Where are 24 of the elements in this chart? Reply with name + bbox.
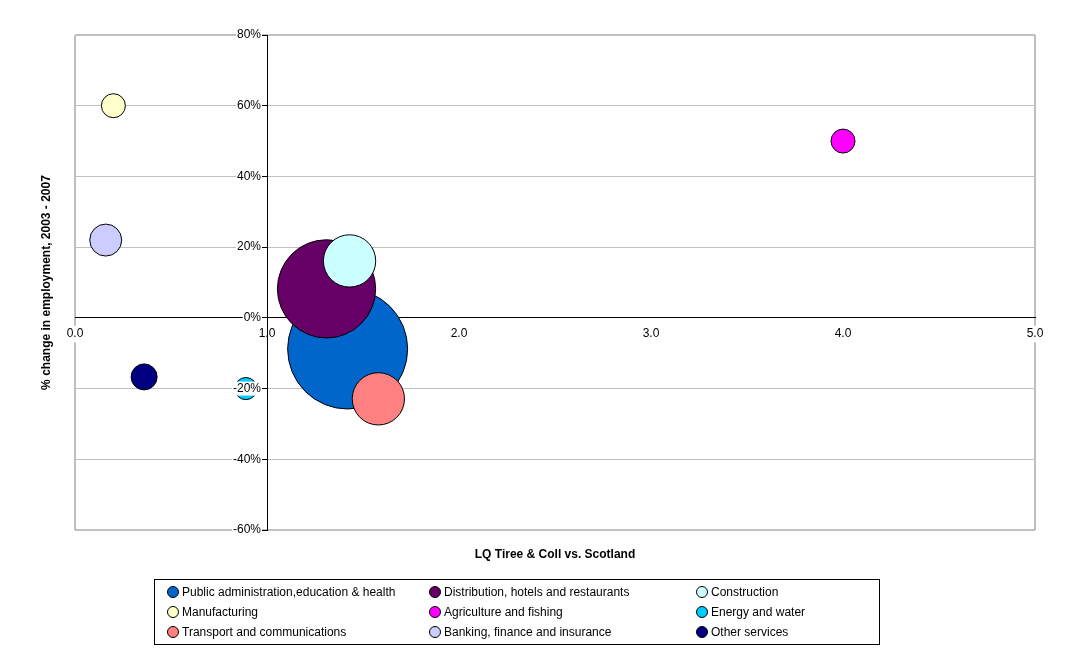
x-axis-title: LQ Tiree & Coll vs. Scotland [474,547,636,561]
legend-label: Agriculture and fishing [444,604,563,621]
legend-label: Transport and communications [182,624,347,641]
x-tick-label: 0.0 [66,326,84,341]
legend-label: Banking, finance and insurance [444,624,612,641]
legend-label: Energy and water [711,604,806,621]
y-tick-label: -60% [232,522,262,537]
legend-label: Public administration,education & health [182,584,396,601]
y-tick-label: 80% [236,27,262,42]
x-tick-label: 4.0 [834,326,852,341]
x-tick-label: 3.0 [642,326,660,341]
x-tick-label: 5.0 [1026,326,1044,341]
y-tick-label: 0% [243,310,262,325]
y-tick-label: -40% [232,451,262,466]
y-axis-title: % change in employment, 2003 - 2007 [39,174,53,390]
legend-label: Manufacturing [182,604,259,621]
legend-label: Distribution, hotels and restaurants [444,584,630,601]
y-tick-label: -20% [232,380,262,395]
legend-label: Construction [711,584,779,601]
y-tick-label: 60% [236,98,262,113]
y-tick-label: 20% [236,239,262,254]
x-tick-label: 2.0 [450,326,468,341]
y-tick-label: 40% [236,168,262,183]
legend-label: Other services [711,624,789,641]
